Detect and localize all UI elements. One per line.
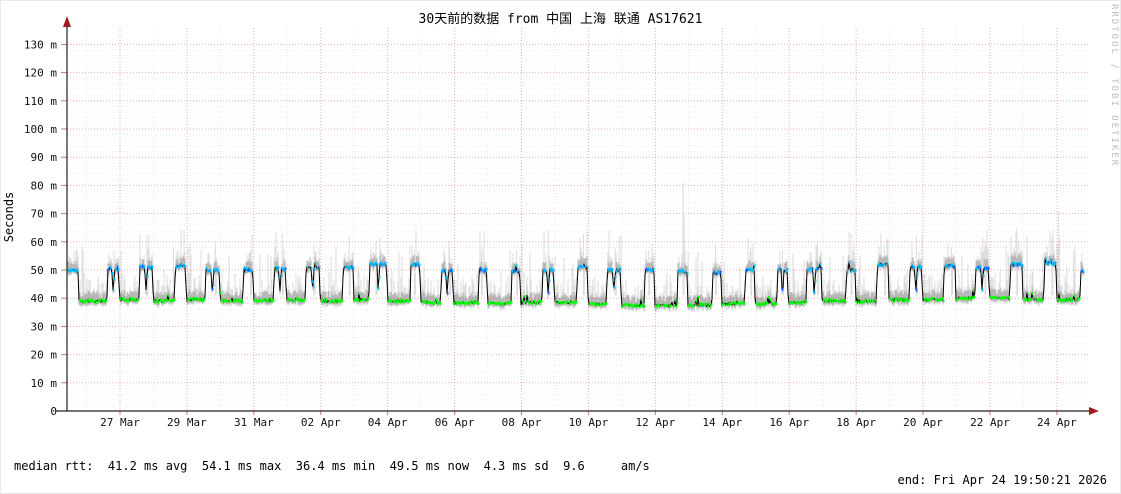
legend-block: median rtt: 41.2 ms avg 54.1 ms max 36.4… (14, 430, 650, 494)
y-tick-label: 50 m (31, 264, 58, 277)
grid (67, 28, 1090, 411)
x-tick-label: 18 Apr (836, 416, 876, 429)
y-tick-label: 10 m (31, 377, 58, 390)
end-time: end: Fri Apr 24 19:50:21 2026 (897, 473, 1107, 487)
y-tick-label: 80 m (31, 179, 58, 192)
loss-markers (68, 256, 1085, 308)
x-tick-label: 12 Apr (635, 416, 675, 429)
x-tick-label: 04 Apr (368, 416, 408, 429)
graph-title: 30天前的数据 from 中国 上海 联通 AS17621 (418, 12, 703, 27)
x-tick-label: 06 Apr (435, 416, 475, 429)
x-tick-label: 20 Apr (903, 416, 943, 429)
x-tick-label: 22 Apr (970, 416, 1010, 429)
y-tick-label: 0 (50, 405, 57, 418)
y-tick-label: 90 m (31, 151, 58, 164)
y-tick-label: 20 m (31, 349, 58, 362)
y-tick-label: 110 m (24, 95, 57, 108)
x-tick-label: 14 Apr (702, 416, 742, 429)
y-tick-label: 60 m (31, 236, 58, 249)
x-tick-label: 16 Apr (769, 416, 809, 429)
x-tick-label: 02 Apr (301, 416, 341, 429)
y-tick-label: 30 m (31, 320, 58, 333)
rrdtool-watermark: RRDTOOL / TOBI OETIKER (1109, 4, 1119, 168)
y-tick-label: 100 m (24, 123, 57, 136)
x-tick-label: 10 Apr (569, 416, 609, 429)
x-tick-label: 08 Apr (502, 416, 542, 429)
y-tick-label: 130 m (24, 38, 57, 51)
y-tick-label: 70 m (31, 208, 58, 221)
x-tick-label: 29 Mar (167, 416, 207, 429)
x-tick-label: 24 Apr (1037, 416, 1077, 429)
median-rtt-stats: median rtt: 41.2 ms avg 54.1 ms max 36.4… (14, 459, 650, 473)
y-tick-label: 40 m (31, 292, 58, 305)
x-tick-label: 31 Mar (234, 416, 274, 429)
axes: 0 10 m 20 m 30 m 40 m 50 m 60 m 70 m 80 m 90 m 100… (24, 16, 1099, 429)
y-tick-label: 120 m (24, 67, 57, 80)
x-tick-label: 27 Mar (100, 416, 140, 429)
